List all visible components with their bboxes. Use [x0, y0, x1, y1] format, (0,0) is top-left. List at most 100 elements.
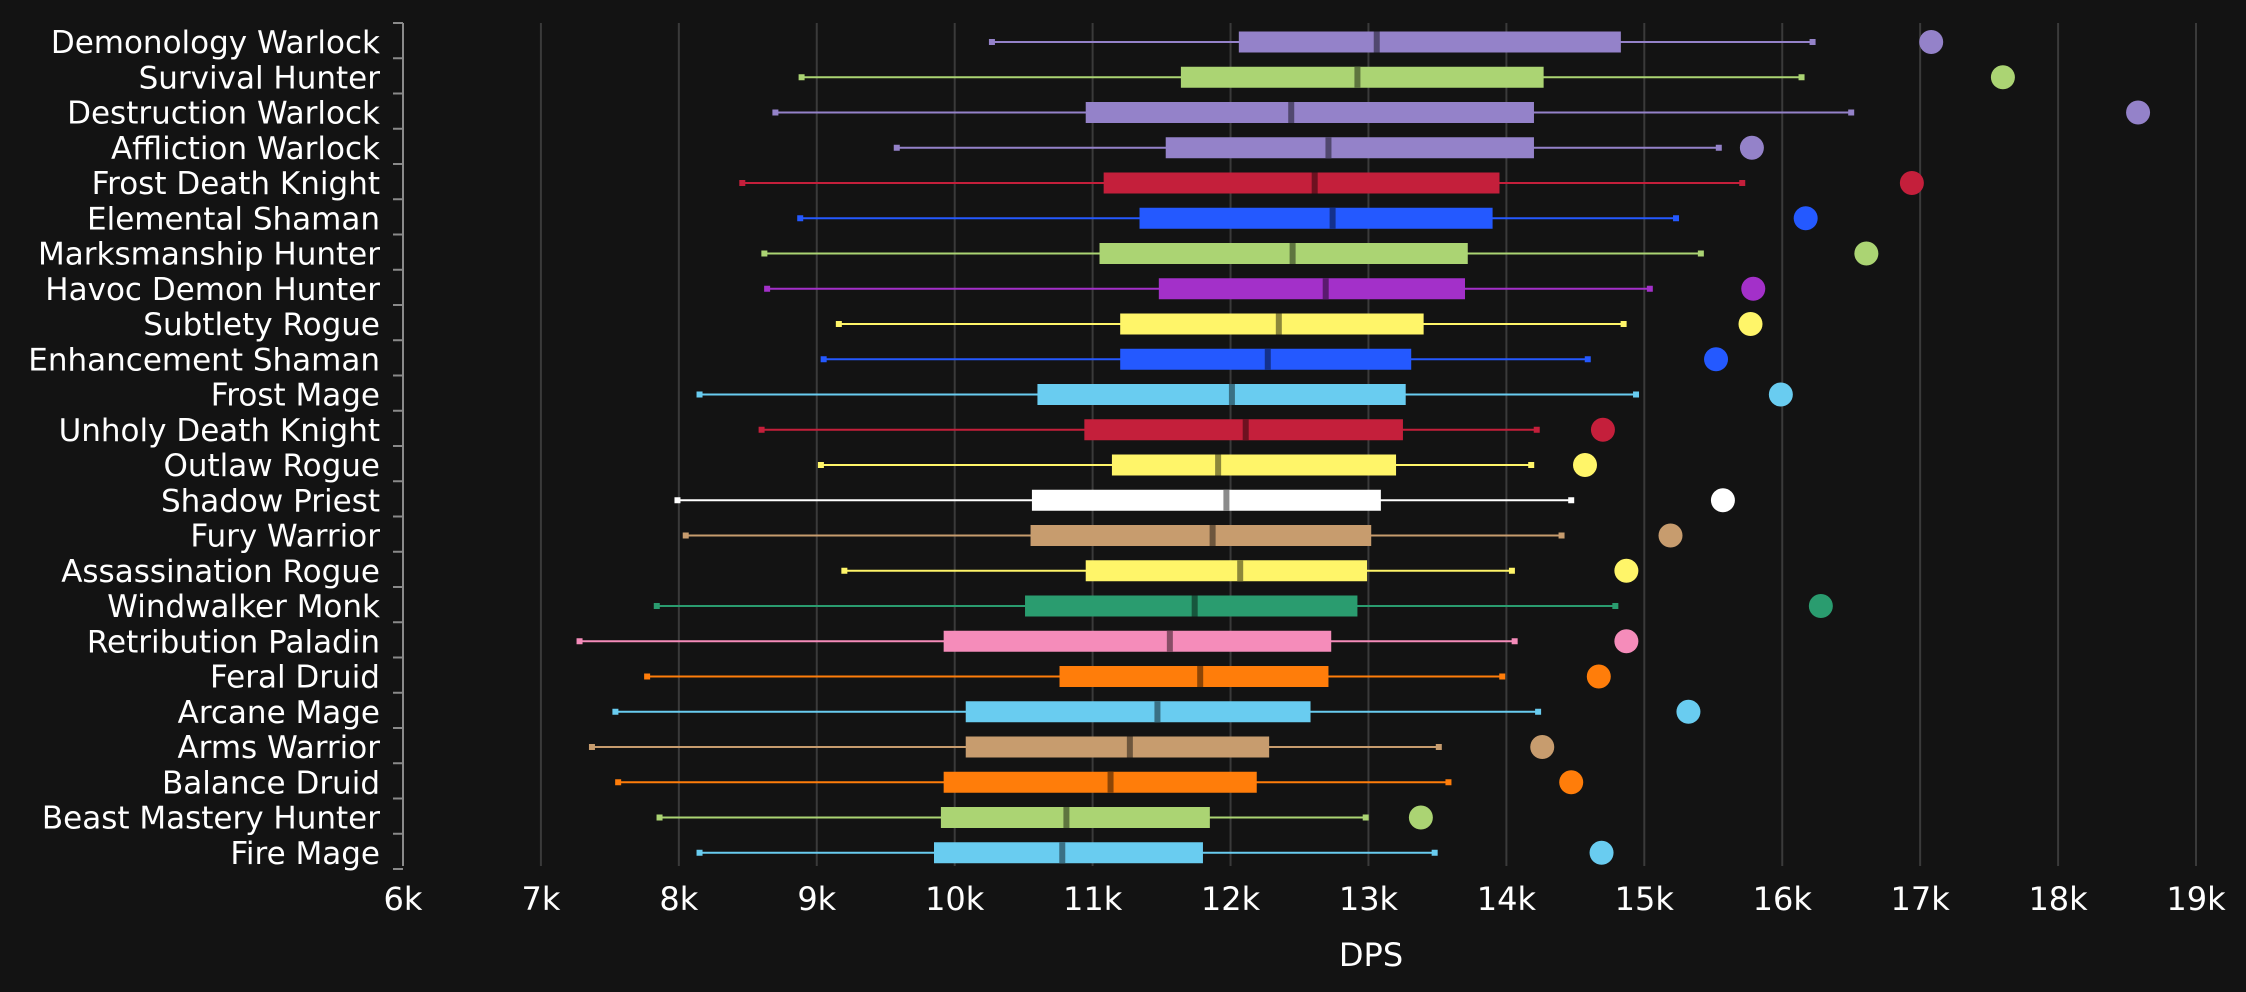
outlier-point: [1710, 488, 1735, 513]
median-mark: [1223, 489, 1230, 511]
outlier-point: [1768, 382, 1793, 407]
category-label: Frost Mage: [211, 378, 380, 414]
box-demonology-warlock: [988, 30, 1944, 54]
x-tick-label: 12k: [1201, 880, 1261, 918]
iqr-box: [1158, 278, 1466, 300]
outlier-point: [1990, 65, 2015, 90]
whisker-max-cap: [1535, 708, 1542, 715]
median-mark: [1059, 842, 1066, 864]
category-label: Outlaw Rogue: [163, 448, 380, 484]
whisker-min-cap: [820, 356, 827, 363]
category-label: Marksmanship Hunter: [38, 237, 380, 273]
x-tick-label: 19k: [2166, 880, 2226, 918]
category-label: Elemental Shaman: [87, 201, 380, 237]
iqr-box: [1238, 31, 1621, 53]
outlier-point: [1741, 276, 1766, 301]
box-havoc-demon-hunter: [764, 276, 1766, 301]
outlier-point: [1614, 629, 1639, 654]
whisker-max-cap: [1533, 426, 1540, 433]
median-mark: [1373, 31, 1380, 53]
x-tick-label: 14k: [1477, 880, 1537, 918]
box-feral-druid: [644, 664, 1611, 689]
whisker-max-cap: [1697, 250, 1704, 257]
whisker-max-cap: [1499, 673, 1506, 680]
outlier-point: [2126, 100, 2151, 125]
category-label: Retribution Paladin: [87, 624, 380, 660]
whisker-min-cap: [612, 708, 619, 715]
whisker-min-cap: [761, 250, 768, 257]
iqr-box: [1059, 666, 1329, 687]
box-outlaw-rogue: [817, 453, 1598, 477]
boxes: [576, 30, 2151, 865]
x-tick-label: 6k: [384, 880, 423, 918]
median-mark: [1197, 666, 1204, 687]
whisker-max-cap: [1633, 391, 1640, 398]
x-tick-label: 16k: [1753, 880, 1813, 918]
whisker-max-cap: [1798, 74, 1805, 81]
whisker-max-cap: [1431, 849, 1438, 856]
category-label: Windwalker Monk: [107, 589, 380, 625]
box-assassination-rogue: [841, 558, 1639, 583]
outlier-point: [1658, 523, 1683, 548]
iqr-box: [1031, 489, 1381, 511]
iqr-box: [1111, 454, 1397, 476]
x-tick-label: 9k: [797, 880, 836, 918]
iqr-box: [1030, 525, 1372, 546]
category-label: Frost Death Knight: [92, 166, 380, 202]
x-tick-label: 17k: [1891, 880, 1951, 918]
whisker-max-cap: [1584, 356, 1591, 363]
whisker-min-cap: [764, 285, 771, 292]
category-label: Demonology Warlock: [51, 25, 380, 61]
gridlines: [539, 23, 2197, 866]
box-windwalker-monk: [653, 594, 1833, 618]
box-retribution-paladin: [576, 629, 1639, 654]
category-label: Arms Warrior: [177, 730, 380, 766]
whisker-max-cap: [1715, 144, 1722, 151]
box-frost-mage: [696, 382, 1793, 407]
iqr-box: [934, 842, 1203, 864]
whisker-min-cap: [588, 744, 595, 750]
whisker-max-cap: [1362, 814, 1369, 821]
x-tick-label: 15k: [1615, 880, 1675, 918]
median-mark: [1107, 771, 1114, 793]
median-mark: [1264, 348, 1271, 370]
whisker-max-cap: [1809, 39, 1816, 45]
outlier-point: [1408, 805, 1433, 830]
whisker-min-cap: [682, 532, 689, 539]
outlier-point: [1590, 417, 1615, 442]
outlier-point: [1739, 135, 1764, 160]
whisker-max-cap: [1612, 603, 1619, 609]
whisker-min-cap: [988, 39, 995, 45]
median-mark: [1063, 807, 1070, 828]
outlier-point: [1589, 840, 1614, 865]
iqr-box: [1180, 66, 1544, 88]
category-label: Fire Mage: [230, 836, 380, 872]
box-fury-warrior: [682, 523, 1683, 548]
whisker-max-cap: [1511, 638, 1518, 645]
iqr-box: [1139, 207, 1493, 229]
outlier-point: [1530, 735, 1555, 759]
median-mark: [1329, 207, 1336, 229]
x-axis-labels: 6k 7k 8k 9k 10k 11k 12k 13k 14k 15k 16k 17k 18k 19k: [384, 880, 2227, 918]
box-arcane-mage: [612, 699, 1701, 724]
outlier-point: [1559, 770, 1584, 795]
iqr-box: [1120, 313, 1424, 335]
box-frost-death-knight: [739, 171, 1924, 195]
box-affliction-warlock: [893, 135, 1764, 160]
category-label: Havoc Demon Hunter: [45, 272, 380, 308]
outlier-point: [1676, 699, 1701, 724]
median-mark: [1288, 102, 1295, 123]
box-subtlety-rogue: [835, 312, 1763, 336]
x-tick-label: 7k: [521, 880, 560, 918]
whisker-min-cap: [739, 180, 746, 186]
box-elemental-shaman: [797, 206, 1818, 231]
whisker-max-cap: [1673, 215, 1680, 222]
category-label: Survival Hunter: [139, 60, 381, 96]
whisker-max-cap: [1558, 532, 1565, 539]
iqr-box: [1099, 243, 1468, 264]
whisker-max-cap: [1739, 180, 1746, 186]
iqr-box: [1085, 102, 1534, 123]
median-mark: [1215, 454, 1222, 476]
outlier-point: [1793, 206, 1818, 231]
whisker-min-cap: [841, 567, 848, 574]
